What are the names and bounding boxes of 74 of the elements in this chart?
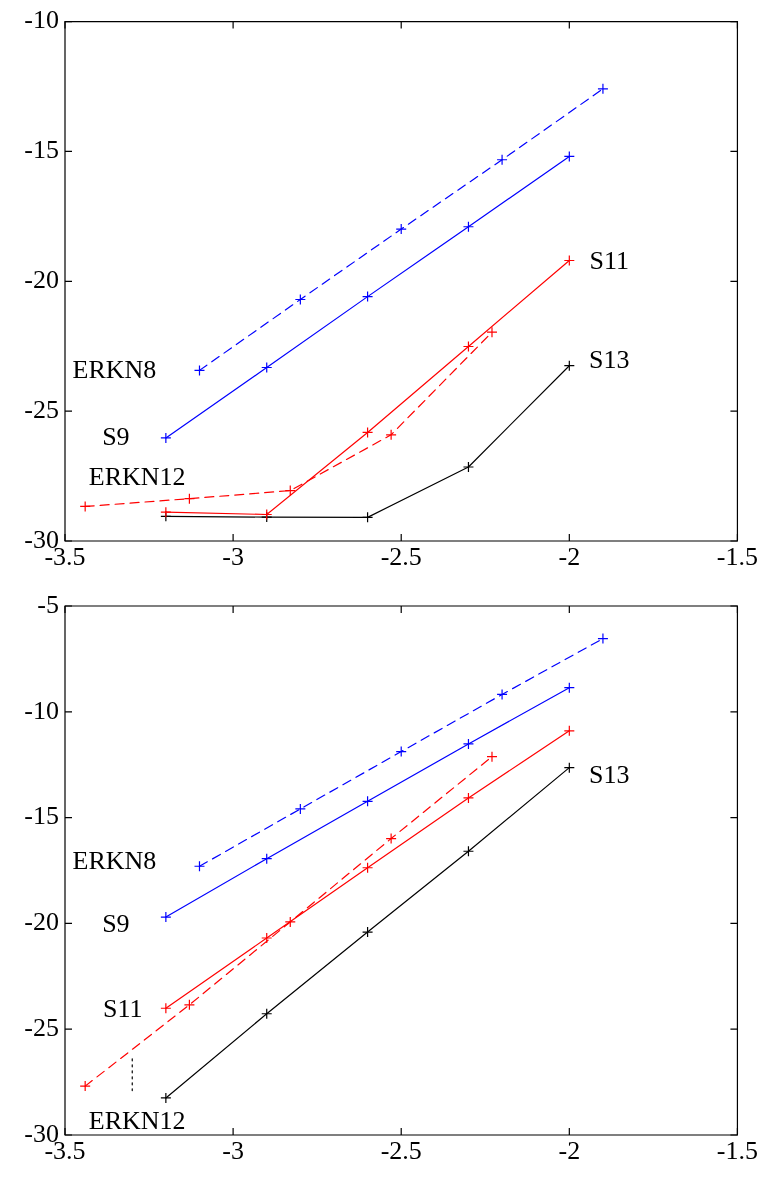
point — [395, 745, 407, 758]
y-tick-label: -25 — [24, 1013, 59, 1043]
point — [361, 291, 374, 303]
x-tick-label: -2 — [558, 542, 581, 572]
x-tick-label: -3 — [222, 1136, 244, 1166]
point — [361, 926, 374, 938]
point — [183, 493, 195, 505]
point — [160, 1092, 172, 1104]
point — [496, 154, 508, 166]
y-tick-label: -20 — [24, 265, 59, 295]
y-tick-label: -25 — [24, 394, 59, 424]
point — [496, 688, 508, 701]
point — [563, 254, 575, 267]
x-tick-label: -1.5 — [716, 542, 759, 572]
series-label: S13 — [589, 344, 630, 374]
x-tick-label: -2 — [558, 1136, 581, 1166]
point — [284, 485, 296, 497]
series-label: ERKN12 — [88, 1105, 186, 1135]
point — [462, 792, 475, 804]
point — [261, 932, 273, 944]
y-tick-label: -15 — [24, 801, 59, 831]
point — [183, 999, 195, 1011]
point — [385, 429, 397, 441]
series-label: ERKN8 — [72, 846, 157, 876]
point — [361, 511, 374, 523]
point — [193, 364, 206, 376]
point — [462, 738, 475, 750]
point — [160, 1002, 172, 1014]
point — [563, 150, 575, 162]
point — [294, 803, 306, 815]
x-tick-label: -1.5 — [716, 1136, 759, 1166]
point — [193, 860, 206, 872]
point — [563, 360, 575, 372]
series-label: ERKN8 — [72, 355, 157, 385]
point — [597, 83, 609, 95]
x-tick-label: -2.5 — [380, 542, 422, 572]
point — [462, 461, 475, 473]
point — [79, 1080, 91, 1092]
y-tick-label: -20 — [24, 907, 59, 937]
y-tick-label: -10 — [24, 695, 59, 725]
series-label: S9 — [102, 421, 130, 451]
point — [160, 506, 172, 518]
point — [284, 916, 296, 928]
series-label: S11 — [103, 994, 143, 1024]
point — [563, 682, 575, 694]
point — [385, 832, 397, 845]
point — [486, 326, 498, 338]
point — [294, 293, 306, 306]
point — [563, 762, 575, 774]
point — [462, 340, 475, 353]
x-tick-label: -3 — [222, 542, 244, 572]
y-tick-label: -15 — [24, 135, 59, 165]
point — [261, 1008, 273, 1020]
series-label: S11 — [589, 246, 630, 276]
point — [597, 632, 609, 645]
point — [361, 795, 374, 807]
y-tick-label: -5 — [37, 589, 59, 619]
series-label: S13 — [589, 760, 630, 790]
point — [261, 853, 273, 865]
point — [462, 221, 475, 233]
point — [261, 361, 273, 374]
y-tick-label: -10 — [24, 5, 59, 35]
point — [79, 500, 91, 513]
point — [486, 751, 498, 763]
point — [361, 426, 374, 439]
point — [395, 223, 407, 235]
x-tick-label: -2.5 — [380, 1136, 422, 1166]
point — [160, 911, 172, 923]
series-label: ERKN12 — [88, 462, 186, 492]
point — [462, 845, 475, 857]
point — [563, 725, 575, 737]
point — [361, 862, 374, 874]
series-label: S9 — [102, 908, 130, 938]
point — [160, 432, 172, 444]
